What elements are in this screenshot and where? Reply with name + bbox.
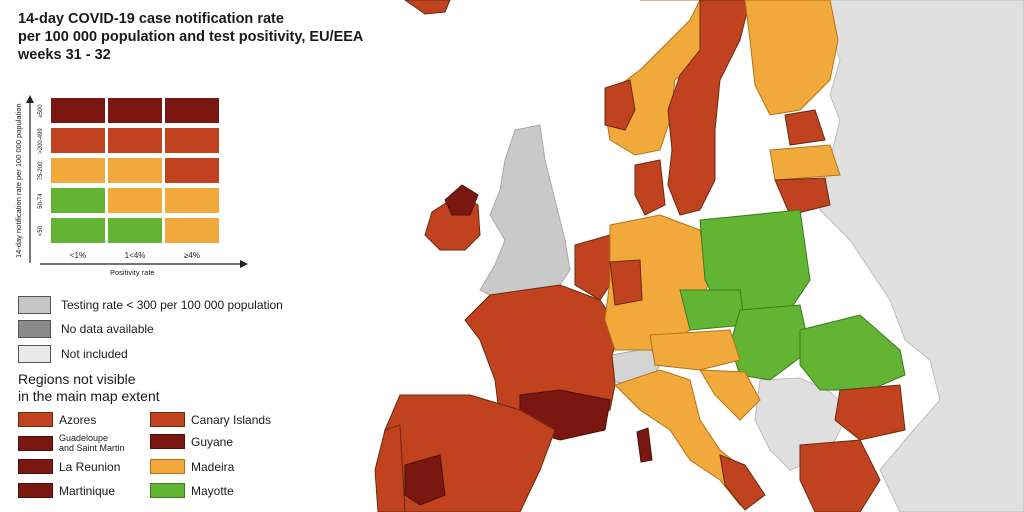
- region-swatch: [18, 459, 53, 474]
- map-latvia: [769, 144, 841, 181]
- region-azores: Azores: [18, 412, 96, 427]
- matrix-row-label: >200-499: [38, 128, 44, 154]
- matrix-cell: [107, 187, 163, 214]
- x-axis-arrow: [40, 260, 248, 268]
- title-line-3: weeks 31 - 32: [18, 47, 111, 63]
- region-swatch: [18, 483, 53, 498]
- region-mayotte: Mayotte: [150, 483, 234, 498]
- map-spain-central: [404, 454, 446, 506]
- matrix-row-label: 50-74: [38, 193, 44, 209]
- map-estonia: [784, 109, 826, 146]
- map-czechia: [679, 289, 746, 331]
- matrix-row-label: <50: [38, 225, 44, 237]
- region-madeira: Madeira: [150, 459, 234, 474]
- map-italy-south: [719, 454, 766, 511]
- region-label: Martinique: [59, 483, 116, 498]
- map-slovakia-hungary: [729, 304, 811, 381]
- legend-not-included: Not included: [18, 345, 128, 363]
- map-ireland-north: [444, 184, 479, 216]
- legend-testing-rate: Testing rate < 300 per 100 000 populatio…: [18, 296, 283, 314]
- region-swatch: [18, 412, 53, 427]
- region-label-line-2: and Saint Martin: [59, 443, 125, 453]
- region-martinique: Martinique: [18, 483, 115, 498]
- matrix-cell: [107, 157, 163, 184]
- region-swatch: [150, 483, 185, 498]
- regions-heading-line-2: in the main map extent: [18, 388, 160, 404]
- y-axis-label: 14-day notification rate per 100 000 pop…: [14, 103, 23, 258]
- matrix-cell: [164, 127, 220, 154]
- region-label: La Reunion: [59, 459, 121, 474]
- region-swatch: [18, 435, 53, 451]
- legend-swatch-no-data: [18, 320, 51, 338]
- region-label: Canary Islands: [191, 412, 272, 427]
- map-portugal: [374, 424, 406, 512]
- regions-heading: Regions not visible in the main map exte…: [18, 371, 160, 405]
- title-line-1: 14-day COVID-19 case notification rate: [18, 11, 284, 27]
- legend-no-data: No data available: [18, 320, 154, 338]
- map-denmark: [634, 159, 666, 216]
- map-austria: [649, 329, 741, 371]
- y-axis-arrow: [26, 95, 34, 263]
- region-label: Madeira: [191, 459, 235, 474]
- map-greece: [799, 439, 881, 512]
- map-not-included-east: [819, 0, 1024, 512]
- title-line-2: per 100 000 population and test positivi…: [18, 29, 364, 45]
- map-title: 14-day COVID-19 case notification rate p…: [18, 10, 378, 64]
- matrix-cell: [50, 127, 106, 154]
- matrix-col-label: ≥4%: [184, 251, 200, 260]
- matrix-col-label: <1%: [69, 251, 87, 260]
- legend-label-testing: Testing rate < 300 per 100 000 populatio…: [61, 298, 283, 312]
- matrix-cell: [164, 157, 220, 184]
- region-swatch: [150, 459, 185, 474]
- legend-swatch-not-included: [18, 345, 51, 363]
- map-germany-west: [609, 259, 643, 306]
- region-label-line-1: Guadeloupe: [59, 433, 109, 443]
- matrix-row-label: ≥500: [38, 104, 44, 118]
- legend-swatch-testing: [18, 296, 51, 314]
- matrix-cell: [50, 97, 106, 124]
- map-romania: [799, 314, 906, 391]
- matrix-cell: [107, 97, 163, 124]
- matrix-cell: [50, 157, 106, 184]
- region-label: Guyane: [191, 434, 234, 449]
- matrix-cell: [50, 217, 106, 244]
- matrix-cell: [164, 97, 220, 124]
- matrix-cell: [50, 187, 106, 214]
- region-label: Azores: [59, 412, 97, 427]
- map-bulgaria: [834, 384, 906, 441]
- map-uk: [479, 124, 571, 301]
- region-la-reunion: La Reunion: [18, 459, 120, 474]
- region-swatch: [150, 412, 185, 427]
- legend-label-not-included: Not included: [61, 347, 128, 361]
- matrix-cell: [164, 217, 220, 244]
- region-canary-islands: Canary Islands: [150, 412, 271, 427]
- region-swatch: [150, 434, 185, 449]
- map-norway-south: [604, 79, 636, 131]
- regions-heading-line-1: Regions not visible: [18, 371, 136, 387]
- region-label: Guadeloupe and Saint Martin: [59, 433, 125, 453]
- matrix-row-label: 75-200: [38, 161, 44, 181]
- region-label: Mayotte: [191, 483, 234, 498]
- map-sweden: [667, 0, 751, 216]
- legend-label-no-data: No data available: [61, 322, 154, 336]
- region-guadeloupe: Guadeloupe and Saint Martin: [18, 433, 125, 453]
- map-corsica: [636, 427, 653, 463]
- map-finland: [744, 0, 839, 116]
- matrix-cell: [107, 217, 163, 244]
- matrix-col-label: 1<4%: [124, 251, 146, 260]
- matrix-cell: [164, 187, 220, 214]
- map-lithuania: [774, 177, 831, 216]
- region-guyane: Guyane: [150, 434, 233, 449]
- matrix-cell: [107, 127, 163, 154]
- map-iceland: [404, 0, 451, 15]
- x-axis-label: Positivity rate: [110, 268, 155, 277]
- map-croatia: [699, 369, 761, 421]
